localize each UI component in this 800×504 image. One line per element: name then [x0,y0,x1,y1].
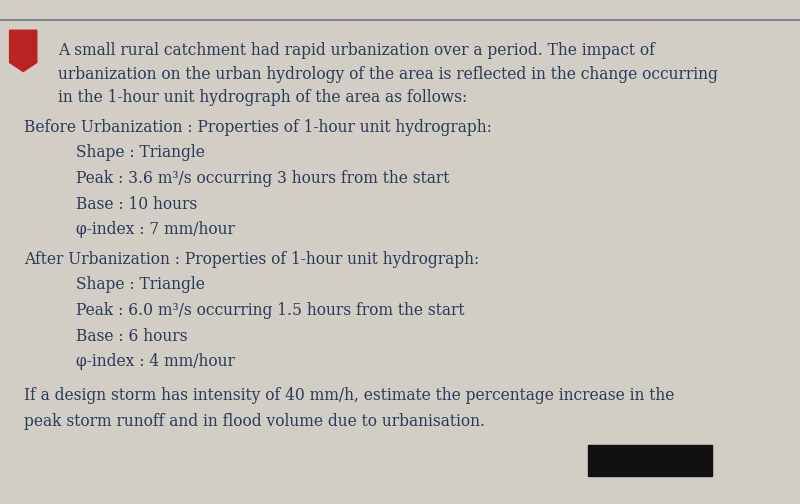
Text: φ-index : 7 mm/hour: φ-index : 7 mm/hour [76,221,235,238]
Text: Peak : 3.6 m³/s occurring 3 hours from the start: Peak : 3.6 m³/s occurring 3 hours from t… [76,170,450,187]
Polygon shape [10,30,37,72]
Text: peak storm runoff and in flood volume due to urbanisation.: peak storm runoff and in flood volume du… [24,413,485,430]
Text: φ-index : 4 mm/hour: φ-index : 4 mm/hour [76,353,235,370]
Text: A small rural catchment had rapid urbanization over a period. The impact of: A small rural catchment had rapid urbani… [58,42,654,59]
Text: urbanization on the urban hydrology of the area is reflected in the change occur: urbanization on the urban hydrology of t… [58,66,718,83]
Text: Shape : Triangle: Shape : Triangle [76,144,205,161]
Text: in the 1-hour unit hydrograph of the area as follows:: in the 1-hour unit hydrograph of the are… [58,89,467,106]
Text: Shape : Triangle: Shape : Triangle [76,276,205,293]
Text: After Urbanization : Properties of 1-hour unit hydrograph:: After Urbanization : Properties of 1-hou… [24,250,479,268]
Text: Peak : 6.0 m³/s occurring 1.5 hours from the start: Peak : 6.0 m³/s occurring 1.5 hours from… [76,302,465,319]
Text: If a design storm has intensity of 40 mm/h, estimate the percentage increase in : If a design storm has intensity of 40 mm… [24,387,674,404]
Text: Base : 10 hours: Base : 10 hours [76,196,198,213]
Text: Base : 6 hours: Base : 6 hours [76,328,187,345]
Bar [588,445,712,476]
Text: Before Urbanization : Properties of 1-hour unit hydrograph:: Before Urbanization : Properties of 1-ho… [24,118,492,136]
